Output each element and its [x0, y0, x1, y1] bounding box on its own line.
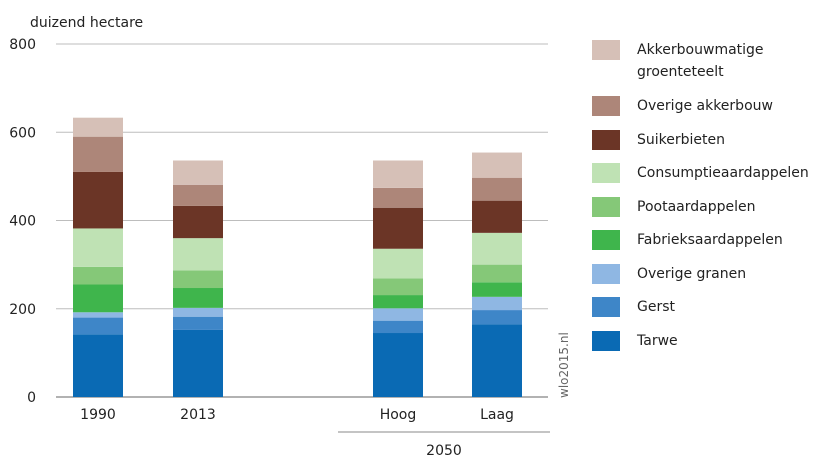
bar-segment: [173, 329, 223, 397]
bars: [73, 117, 522, 397]
legend-item: Pootaardappelen: [592, 196, 824, 231]
legend-swatch: [592, 96, 620, 116]
bar-segment: [472, 264, 522, 283]
bar-segment: [173, 270, 223, 289]
bar-segment: [373, 308, 423, 321]
x-tick-label: Hoog: [380, 407, 417, 423]
bar-segment: [173, 238, 223, 271]
y-axis-unit-label: duizend hectare: [30, 15, 143, 31]
legend-label: Pootaardappelen: [637, 198, 756, 215]
legend-swatch: [592, 163, 620, 183]
bar-segment: [73, 117, 123, 137]
bar-segment: [373, 187, 423, 208]
legend-label: Suikerbieten: [637, 131, 725, 148]
bar-segment: [173, 184, 223, 206]
legend-swatch: [592, 297, 620, 317]
legend-label: Overige akkerbouw: [637, 98, 773, 114]
bar-segment: [173, 205, 223, 239]
bar-segment: [472, 177, 522, 201]
bar-segment: [73, 312, 123, 318]
bar-segment: [472, 310, 522, 325]
bar-segment: [73, 228, 123, 267]
y-tick-label: 400: [9, 214, 36, 230]
legend-item: Suikerbieten: [592, 129, 824, 164]
legend-label: Tarwe: [637, 332, 678, 349]
bar-segment: [173, 316, 223, 330]
legend-swatch: [592, 330, 620, 351]
legend-label: Consumptieaardappelen: [637, 165, 809, 181]
bar-segment: [173, 288, 223, 308]
legend-item: Overige granen: [592, 263, 824, 298]
bar-segment: [472, 232, 522, 265]
bar-segment: [373, 160, 423, 188]
bar-segment: [73, 334, 123, 397]
bar-segment: [472, 200, 522, 233]
legend-swatch: [592, 196, 620, 217]
y-tick-label: 600: [9, 125, 36, 141]
bar-segment: [472, 296, 522, 311]
bar-segment: [373, 207, 423, 249]
gridlines: [56, 43, 548, 398]
source-credit: wlo2015.nl: [557, 332, 571, 398]
bar-segment: [373, 320, 423, 334]
bar-segment: [373, 333, 423, 397]
bar-segment: [472, 324, 522, 397]
y-tick-label: 0: [27, 390, 36, 406]
y-tick-label: 800: [9, 37, 36, 53]
legend-item: Fabrieksaardappelen: [592, 230, 824, 264]
bar-segment: [73, 171, 123, 229]
legend-label: Overige granen: [637, 265, 747, 282]
bar-segment: [373, 278, 423, 296]
bar-segment: [472, 152, 522, 178]
legend-item: Overige akkerbouw: [592, 96, 824, 130]
legend-swatch: [592, 230, 620, 250]
legend: Akkerbouwmatige groenteteelt Overige akke…: [592, 40, 824, 364]
legend-item: Consumptieaardappelen: [592, 163, 824, 197]
group-label-2050: 2050: [426, 443, 462, 457]
bar-segment: [373, 248, 423, 279]
legend-swatch: [592, 40, 620, 60]
legend-label: Fabrieksaardappelen: [637, 232, 783, 248]
y-tick-label: 200: [9, 302, 36, 318]
bar-segment: [73, 284, 123, 313]
legend-label: Gerst: [637, 299, 676, 315]
legend-swatch: [592, 263, 620, 284]
legend-item: Akkerbouwmatige groenteteelt: [592, 40, 824, 96]
bar-segment: [472, 282, 522, 297]
x-tick-label: 2013: [180, 407, 216, 423]
bar-segment: [73, 136, 123, 172]
legend-swatch: [592, 129, 620, 150]
legend-label: Akkerbouwmatige groenteteelt: [637, 42, 764, 80]
bar-segment: [173, 307, 223, 317]
x-tick-label: 1990: [80, 407, 116, 423]
legend-item: Gerst: [592, 297, 824, 331]
x-tick-labels: 1990 2013 Hoog Laag: [80, 407, 514, 423]
bar-segment: [73, 317, 123, 335]
bar-segment: [373, 295, 423, 309]
bar-segment: [73, 266, 123, 285]
x-tick-label: Laag: [480, 407, 514, 423]
legend-item: Tarwe: [592, 330, 824, 365]
bar-segment: [173, 160, 223, 185]
y-tick-labels: 0 200 400 600 800: [9, 37, 36, 406]
